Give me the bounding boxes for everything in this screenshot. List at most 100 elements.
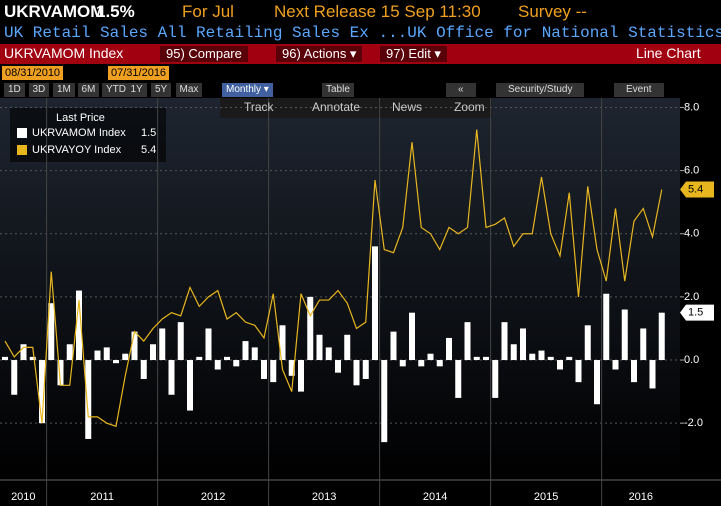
- bar: [464, 322, 471, 361]
- tool-button[interactable]: Track: [244, 100, 274, 114]
- bar: [325, 347, 332, 361]
- bar: [168, 360, 175, 395]
- bar: [187, 360, 193, 411]
- legend-box: [10, 108, 166, 162]
- bar: [658, 312, 665, 361]
- tool-button[interactable]: Zoom: [454, 100, 485, 114]
- x-tick-label: 2013: [312, 491, 336, 503]
- range-button[interactable]: 6M: [77, 83, 100, 97]
- range-button[interactable]: 5Y: [151, 83, 172, 97]
- survey: Survey --: [518, 2, 587, 21]
- line: [4, 129, 663, 428]
- bar: [177, 322, 184, 361]
- bar: [603, 293, 610, 361]
- bar: [399, 360, 406, 367]
- bar: [57, 360, 64, 386]
- legend-swatch: [17, 128, 27, 138]
- bar: [547, 356, 554, 361]
- bar: [566, 356, 573, 361]
- bar: [20, 344, 27, 361]
- x-tick-label: 2014: [423, 491, 447, 503]
- range-button[interactable]: 1Y: [126, 83, 147, 97]
- range-button[interactable]: 3D: [28, 83, 50, 97]
- bar: [205, 328, 212, 361]
- legend-label: UKRVAMOM Index: [32, 127, 126, 139]
- bar: [362, 360, 369, 379]
- bar: [538, 350, 545, 361]
- bar: [48, 303, 55, 361]
- tool-button[interactable]: Annotate: [312, 100, 361, 114]
- bar: [85, 360, 92, 439]
- bar: [631, 360, 637, 383]
- bar: [131, 331, 138, 361]
- last-tag: [680, 304, 714, 321]
- view[interactable]: Line Chart: [636, 45, 701, 61]
- bar: [2, 356, 8, 361]
- y-tick-label: 4.0: [684, 228, 699, 240]
- bar: [316, 334, 323, 361]
- bar: [510, 344, 517, 361]
- y-tick-label: 0.0: [684, 354, 699, 366]
- x-tick-label: 2015: [534, 491, 558, 503]
- ticker: UKRVAMOM: [4, 2, 105, 21]
- bar: [335, 360, 341, 373]
- bar: [66, 344, 73, 361]
- bar: [427, 353, 434, 361]
- bar: [224, 356, 230, 361]
- bar: [140, 360, 147, 379]
- bar: [150, 344, 156, 361]
- range-button[interactable]: Max: [175, 83, 203, 97]
- bar: [122, 353, 129, 361]
- event[interactable]: Event: [614, 83, 664, 97]
- bar: [94, 350, 101, 361]
- bar: [529, 353, 536, 361]
- compare[interactable]: 95) Compare: [160, 46, 248, 62]
- bar: [298, 360, 304, 392]
- bar: [270, 360, 277, 383]
- last-tag: [680, 181, 714, 198]
- back[interactable]: «: [446, 83, 476, 97]
- tool-button[interactable]: News: [392, 100, 423, 114]
- y-tick-label: 8.0: [684, 101, 699, 113]
- bar: [649, 360, 656, 389]
- bar: [492, 360, 499, 398]
- range-button[interactable]: 1M: [53, 83, 75, 97]
- legend-title: Last Price: [56, 112, 105, 124]
- last-value: 1.5%: [96, 2, 135, 21]
- bar: [214, 360, 221, 370]
- legend-label: UKRVAYOY Index: [32, 144, 122, 156]
- end-date[interactable]: 07/31/2016: [108, 66, 170, 80]
- next-release: Next Release 15 Sep 11:30: [274, 2, 481, 21]
- frequency[interactable]: Monthly ▾: [222, 83, 273, 97]
- bar: [159, 328, 166, 361]
- bar: [381, 360, 388, 443]
- edit[interactable]: 97) Edit ▾: [380, 46, 447, 62]
- bar: [307, 296, 314, 361]
- start-date[interactable]: 08/31/2010: [2, 66, 64, 80]
- axis-area: [680, 98, 721, 480]
- bar: [455, 360, 462, 398]
- study[interactable]: Security/Study: [496, 83, 585, 97]
- actions[interactable]: 96) Actions ▾: [276, 46, 363, 62]
- x-tick-label: 2016: [629, 491, 653, 503]
- bar: [29, 356, 36, 361]
- bar: [612, 360, 619, 370]
- bar: [372, 246, 378, 361]
- y-tick-label: -2.0: [684, 417, 703, 429]
- y-tick-label: 6.0: [684, 165, 699, 177]
- bar: [446, 337, 452, 361]
- x-tick-label: 2012: [201, 491, 225, 503]
- bar: [575, 360, 582, 383]
- bar: [251, 347, 258, 361]
- period: For Jul: [182, 2, 234, 21]
- legend-swatch: [17, 145, 27, 155]
- bar: [501, 322, 508, 361]
- bar: [390, 331, 397, 361]
- range-button[interactable]: 1D: [4, 83, 25, 97]
- legend-value: 1.5: [141, 127, 156, 139]
- range-button[interactable]: YTD: [102, 83, 130, 97]
- legend-value: 5.4: [141, 144, 156, 156]
- bar: [242, 341, 249, 361]
- table[interactable]: Table: [322, 83, 354, 97]
